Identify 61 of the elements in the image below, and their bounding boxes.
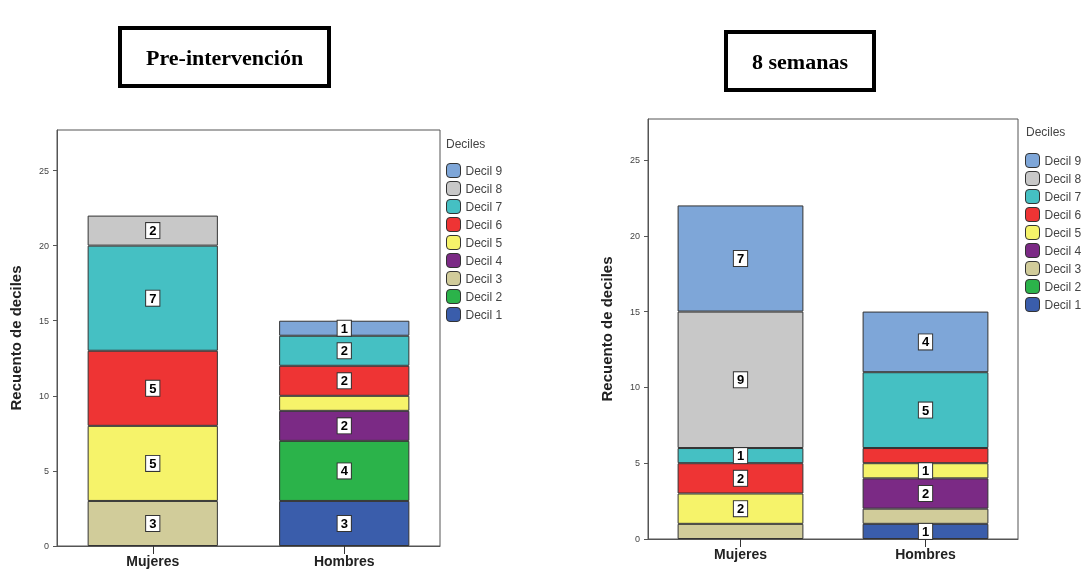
data-label: 3 — [149, 515, 157, 531]
legend-label: Decil 7 — [465, 199, 503, 214]
x-tick-label: Hombres — [895, 546, 957, 562]
data-label: 7 — [149, 290, 157, 306]
data-label: 1 — [921, 523, 930, 539]
y-tick-label: 5 — [634, 458, 640, 469]
y-tick-label: 10 — [38, 390, 49, 401]
data-label: 5 — [921, 402, 930, 418]
y-tick-label: 10 — [629, 382, 640, 393]
y-tick-label: 20 — [629, 230, 640, 241]
data-label: 4 — [921, 334, 930, 350]
x-tick-label: Mujeres — [126, 553, 180, 569]
legend-label: Decil 7 — [1044, 189, 1082, 204]
legend-label: Decil 6 — [1044, 207, 1082, 222]
legend-label: Decil 8 — [465, 181, 503, 196]
data-label: 7 — [736, 250, 745, 266]
y-tick-label: 15 — [629, 306, 640, 317]
y-tick-label: 25 — [38, 165, 49, 176]
chart-title: 8 semanas — [752, 48, 849, 74]
x-tick-label: Mujeres — [714, 546, 768, 562]
data-label: 2 — [736, 501, 745, 517]
y-tick-label: 0 — [634, 534, 640, 544]
legend-label: Decil 2 — [1044, 279, 1082, 294]
legend-label: Decil 1 — [1044, 297, 1082, 312]
data-label: 5 — [149, 380, 157, 396]
data-label: 3 — [340, 515, 348, 531]
data-label: 2 — [921, 486, 930, 502]
data-label: 1 — [736, 448, 745, 464]
y-tick-label: 15 — [38, 315, 49, 326]
legend-label: Decil 6 — [465, 217, 503, 232]
chart-title: Pre-intervención — [146, 44, 304, 70]
legend-label: Decil 2 — [465, 289, 503, 304]
legend-label: Decil 5 — [465, 235, 503, 250]
y-axis-title: Recuento de deciles — [7, 265, 24, 411]
data-label: 2 — [340, 343, 348, 359]
y-tick-label: 25 — [629, 154, 640, 165]
data-label: 1 — [921, 463, 930, 479]
y-axis-title: Recuento de deciles — [598, 256, 615, 402]
data-label: 4 — [340, 463, 349, 479]
legend-label: Decil 9 — [1044, 153, 1082, 168]
legend-title: Deciles — [446, 137, 486, 151]
y-tick-label: 0 — [43, 541, 49, 551]
data-label: 1 — [340, 320, 348, 336]
data-label: 5 — [149, 455, 157, 471]
legend-label: Decil 4 — [1044, 243, 1082, 258]
legend-label: Decil 8 — [1044, 171, 1082, 186]
legend-label: Decil 9 — [465, 163, 503, 178]
legend-label: Decil 1 — [465, 307, 503, 322]
legend-label: Decil 4 — [465, 253, 503, 268]
data-label: 2 — [736, 470, 745, 486]
legend-label: Decil 5 — [1044, 225, 1082, 240]
data-label: 2 — [340, 418, 348, 434]
legend-label: Decil 3 — [1044, 261, 1082, 276]
data-label: 2 — [340, 373, 348, 389]
data-label: 2 — [149, 223, 157, 239]
data-label: 9 — [736, 372, 745, 388]
legend-title: Deciles — [1026, 125, 1066, 139]
legend-label: Decil 3 — [465, 271, 503, 286]
x-tick-label: Hombres — [313, 553, 375, 569]
y-tick-label: 5 — [43, 465, 49, 476]
y-tick-label: 20 — [38, 240, 49, 251]
